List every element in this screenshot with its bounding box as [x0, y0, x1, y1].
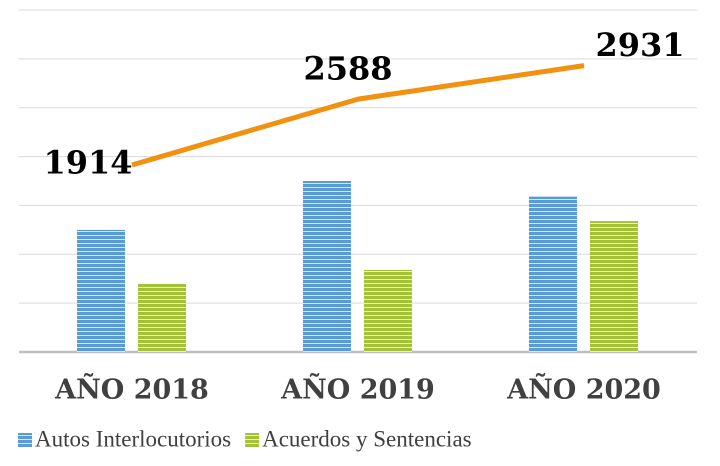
data-label: 1914: [43, 143, 132, 181]
x-tick-label: AÑO 2020: [506, 373, 661, 406]
legend-label: Autos Interlocutorios: [35, 426, 231, 451]
bar: [77, 229, 125, 352]
bar: [590, 221, 638, 352]
legend-swatch: [18, 433, 32, 447]
legend-swatch: [245, 433, 260, 447]
data-label: 2931: [595, 26, 684, 64]
x-tick-label: AÑO 2018: [54, 373, 209, 406]
x-tick-label: AÑO 2019: [280, 373, 435, 406]
total-line: [131, 63, 585, 168]
bar: [529, 196, 577, 352]
bar: [303, 181, 351, 352]
data-label: 2588: [303, 50, 392, 88]
bar: [364, 269, 412, 352]
legend-label: Acuerdos y Sentencias: [262, 426, 472, 451]
bar: [138, 283, 186, 352]
